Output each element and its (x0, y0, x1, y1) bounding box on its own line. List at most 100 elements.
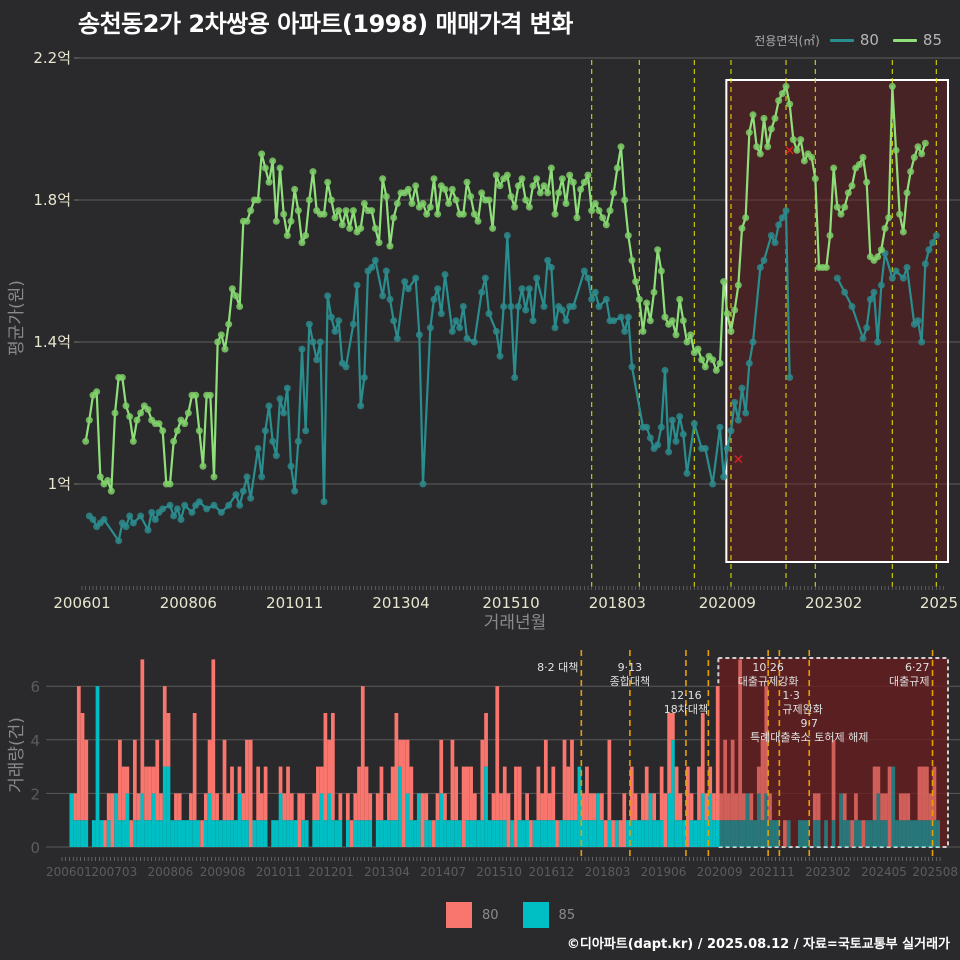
data-point (727, 427, 735, 435)
bar-85 (596, 793, 601, 847)
bar-80 (566, 766, 571, 821)
highlight-region (725, 79, 949, 563)
x-tick-label: 202302 (805, 594, 862, 612)
bar-x-tick-label: 201803 (585, 865, 631, 879)
data-point (452, 317, 460, 325)
data-point (236, 501, 244, 509)
bar-80 (543, 739, 548, 821)
data-point (899, 228, 907, 236)
data-point (863, 178, 871, 186)
bar-85 (469, 820, 473, 847)
bar-85 (902, 820, 907, 847)
bar-85 (600, 820, 604, 847)
data-point (408, 200, 416, 208)
bar-85 (375, 820, 380, 847)
bar-85 (360, 820, 365, 847)
data-point (547, 164, 555, 172)
data-point (610, 317, 618, 325)
data-point (254, 196, 262, 204)
bar-x-tick-label: 201612 (529, 865, 575, 879)
data-point (635, 295, 643, 303)
bar-80 (162, 686, 167, 767)
data-point (393, 334, 401, 342)
policy-annotation-date: 12·16 (670, 689, 702, 702)
legend-bar-85-label: 85 (558, 907, 576, 923)
bar-80 (678, 793, 683, 821)
bar-x-tick-label: 202111 (749, 865, 795, 879)
data-point (844, 189, 852, 197)
data-point (217, 508, 225, 516)
bar-80 (443, 793, 447, 821)
bar-85 (741, 820, 746, 847)
data-point (261, 427, 269, 435)
bar-80 (222, 739, 227, 821)
bar-80 (928, 793, 933, 821)
data-point (892, 146, 900, 154)
data-point (771, 114, 779, 122)
data-point (716, 359, 724, 367)
data-point (129, 437, 137, 445)
bar-80 (854, 793, 858, 821)
data-point (423, 210, 431, 218)
bar-x-tick-label: 200908 (200, 865, 246, 879)
bar-85 (334, 820, 339, 847)
data-point (247, 494, 255, 502)
data-point (199, 462, 207, 470)
data-point (657, 267, 665, 275)
data-point (580, 178, 588, 186)
bar-80 (525, 793, 530, 821)
bar-80 (842, 793, 847, 821)
bar-80 (121, 766, 126, 821)
data-point (236, 303, 244, 310)
data-point (294, 437, 302, 445)
data-point (628, 256, 636, 264)
data-point (910, 153, 918, 161)
data-point (118, 374, 126, 381)
data-point (390, 214, 398, 222)
data-point (764, 143, 772, 151)
bar-85 (95, 686, 100, 847)
data-point (657, 423, 665, 431)
data-point (668, 416, 676, 424)
bar-80 (555, 820, 559, 847)
bar-x-tick-label: 202405 (861, 865, 907, 879)
data-point (672, 331, 680, 339)
data-point (320, 210, 328, 218)
data-point (723, 310, 731, 318)
data-point (874, 253, 882, 261)
bar-80 (872, 766, 877, 821)
data-point (415, 331, 423, 339)
data-point (302, 232, 310, 239)
bar-85 (390, 820, 395, 847)
data-point (830, 164, 838, 172)
data-point (731, 398, 739, 406)
data-point (195, 427, 203, 435)
bar-80 (424, 793, 429, 821)
data-point (342, 363, 350, 371)
bar-80 (379, 766, 384, 821)
data-point (701, 363, 709, 371)
data-point (430, 295, 438, 303)
data-point (588, 295, 596, 303)
bar-80 (831, 739, 836, 821)
data-point (793, 146, 801, 154)
bar-80 (603, 820, 608, 847)
bar-80 (816, 793, 821, 821)
y-axis-title: 평균가(원) (7, 280, 27, 356)
bar-80 (118, 739, 122, 821)
data-point (745, 359, 753, 367)
bar-80 (812, 793, 817, 821)
data-point (698, 356, 706, 364)
bar-80 (144, 766, 148, 821)
bar-80 (177, 793, 182, 821)
data-point (683, 338, 691, 346)
bar-85 (256, 820, 261, 847)
data-point (129, 519, 137, 527)
bar-80 (226, 793, 231, 821)
bar-80 (286, 766, 290, 821)
data-point (478, 189, 486, 197)
data-point (731, 306, 739, 314)
data-point (265, 402, 273, 410)
bar-80 (883, 793, 888, 821)
